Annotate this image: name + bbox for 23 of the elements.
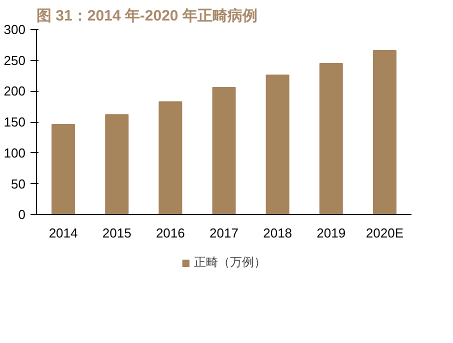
bar (52, 124, 76, 216)
y-tick-label: 200 (4, 84, 26, 99)
x-tick-label: 2018 (263, 226, 292, 241)
x-tick-label: 2015 (102, 226, 132, 241)
y-tick-label: 0 (18, 207, 26, 222)
y-tick-label: 250 (4, 52, 26, 68)
y-tick-label: 100 (4, 145, 26, 160)
x-tick-label: 2019 (316, 226, 346, 241)
x-tick-label: 2020E (366, 226, 404, 241)
y-tick-label: 50 (11, 176, 26, 192)
bar (158, 101, 182, 216)
chart-title: 图 31：2014 年-2020 年正畸病例 (36, 8, 258, 24)
bar (266, 74, 290, 216)
bar (105, 114, 129, 216)
x-tick-label: 2016 (156, 226, 185, 241)
bar (372, 50, 396, 216)
bar (212, 87, 236, 216)
x-tick-label: 2017 (210, 226, 238, 241)
y-tick-label: 300 (4, 22, 26, 37)
y-tick-label: 150 (4, 114, 26, 130)
legend-label: 正畸（万例） (194, 254, 266, 271)
bar (319, 62, 343, 216)
x-tick-label: 2014 (48, 226, 78, 241)
